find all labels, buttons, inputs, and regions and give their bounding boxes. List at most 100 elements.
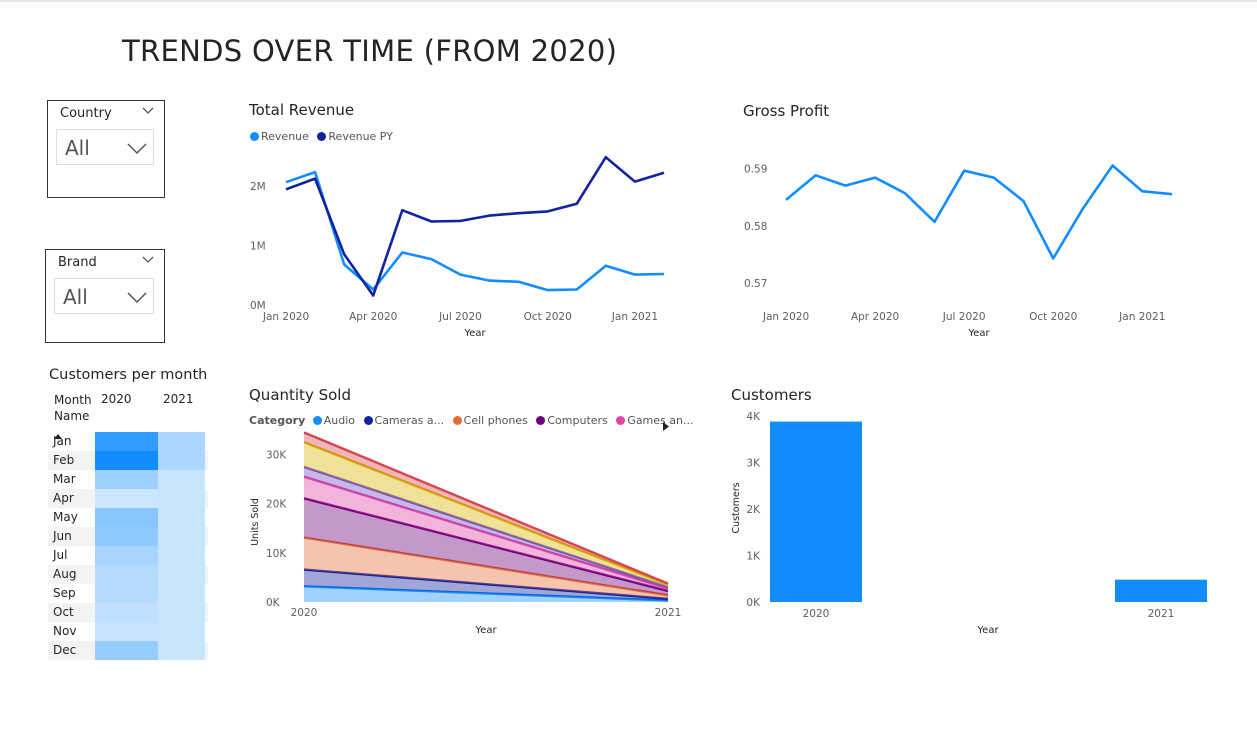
month-label: Jul (53, 548, 68, 562)
table-row[interactable]: Aug (48, 565, 208, 584)
x-axis-title: Year (463, 328, 486, 339)
brand-dropdown-value: All (63, 285, 88, 309)
table-row[interactable]: Feb (48, 451, 208, 470)
area-line-2 (303, 536, 669, 597)
table-row[interactable]: Nov (48, 622, 208, 641)
cell-2020[interactable] (95, 641, 158, 660)
area-line-4 (303, 475, 669, 590)
legend-item-revenue[interactable]: Revenue (250, 130, 309, 143)
x-axis-title: Year (976, 625, 999, 636)
series-line-revenue (285, 170, 665, 292)
page-title: TRENDS OVER TIME (FROM 2020) (122, 34, 618, 68)
row-header[interactable]: Month Name (54, 393, 92, 423)
country-dropdown-value: All (65, 136, 90, 160)
y-tick-label: 3K (746, 458, 761, 470)
area-line-6 (303, 441, 669, 586)
x-tick-label: Jan 2021 (611, 311, 658, 323)
gross-profit-chart: 0.57 0.58 0.59 Jan 2020 Apr 2020 Jul 2020 Oct … (744, 163, 1173, 339)
chevron-down-icon[interactable] (142, 254, 154, 267)
table-row[interactable]: Jul (48, 546, 208, 565)
legend-label: Computers (547, 414, 608, 427)
legend-dot-icon (452, 416, 462, 425)
legend-label: Cameras a... (374, 414, 445, 427)
brand-slicer[interactable]: Brand All (45, 249, 165, 343)
cell-2020[interactable] (95, 603, 158, 622)
legend-item-computers[interactable]: Computers (536, 414, 608, 427)
table-row[interactable]: Jun (48, 527, 208, 546)
cell-2020[interactable] (95, 622, 158, 641)
legend-dot-icon (317, 132, 327, 141)
area-line-7 (303, 431, 669, 585)
y-tick-label: 2K (746, 504, 761, 516)
legend-next-icon[interactable] (663, 416, 669, 435)
cell-2020[interactable] (95, 527, 158, 546)
cell-2020[interactable] (95, 470, 158, 489)
cell-2021[interactable] (158, 489, 205, 508)
y-tick-label: 0.58 (744, 221, 767, 233)
y-tick-label: 0M (250, 300, 266, 312)
cell-2020[interactable] (95, 584, 158, 603)
sort-asc-icon[interactable] (54, 424, 62, 443)
table-row[interactable]: May (48, 508, 208, 527)
cell-2020[interactable] (95, 489, 158, 508)
col-header-2020[interactable]: 2020 (101, 392, 132, 406)
legend-item-revenue-py[interactable]: Revenue PY (317, 130, 393, 143)
x-tick-label: Oct 2020 (1029, 311, 1077, 323)
x-tick-label: Jan 2021 (1118, 311, 1165, 323)
month-label: Aug (53, 567, 77, 581)
month-label: Jan (53, 434, 72, 448)
col-header-2021[interactable]: 2021 (163, 392, 194, 406)
cell-2021[interactable] (158, 641, 205, 660)
y-axis-title: Customers (731, 482, 742, 533)
y-tick-label: 30K (266, 450, 287, 462)
table-row[interactable]: Oct (48, 603, 208, 622)
month-label: Feb (53, 453, 75, 467)
legend-dot-icon (312, 416, 322, 425)
table-row[interactable]: Mar (48, 470, 208, 489)
legend-item-games[interactable]: Games an... (616, 414, 693, 427)
cell-2020[interactable] (95, 546, 158, 565)
cell-2021[interactable] (158, 527, 205, 546)
bar-2021 (1115, 579, 1207, 602)
total-revenue-legend: Revenue Revenue PY (250, 130, 398, 143)
country-dropdown[interactable]: All (56, 129, 154, 165)
y-tick-label: 20K (266, 499, 287, 511)
cell-2020[interactable] (95, 451, 158, 470)
y-tick-label: 0.57 (744, 278, 767, 290)
table-row[interactable]: Sep (48, 584, 208, 603)
table-row[interactable]: Apr (48, 489, 208, 508)
cell-2020[interactable] (95, 508, 158, 527)
cell-2020[interactable] (95, 432, 158, 451)
country-slicer[interactable]: Country All (47, 100, 165, 198)
cell-2021[interactable] (158, 603, 205, 622)
legend-item-cameras[interactable]: Cameras a... (363, 414, 445, 427)
cell-2021[interactable] (158, 546, 205, 565)
table-row[interactable]: Dec (48, 641, 208, 660)
total-revenue-title: Total Revenue (249, 101, 355, 119)
legend-title: Category (249, 414, 306, 427)
x-tick-label: Jan 2020 (762, 311, 809, 323)
legend-label: Audio (323, 414, 356, 427)
x-tick-label: Oct 2020 (524, 311, 572, 323)
x-axis-title: Year (967, 328, 990, 339)
legend-item-audio[interactable]: Audio (312, 414, 356, 427)
legend-item-cell-phones[interactable]: Cell phones (452, 414, 528, 427)
cell-2021[interactable] (158, 451, 205, 470)
brand-dropdown[interactable]: All (54, 278, 154, 314)
month-label: Nov (53, 624, 77, 638)
x-tick-label: 2020 (803, 608, 830, 620)
customers-title: Customers (731, 386, 812, 404)
cell-2021[interactable] (158, 584, 205, 603)
cell-2020[interactable] (95, 565, 158, 584)
cell-2021[interactable] (158, 470, 205, 489)
area-line-1 (303, 568, 669, 601)
chevron-down-icon[interactable] (142, 105, 154, 118)
cell-2021[interactable] (158, 508, 205, 527)
area-line-5 (303, 465, 669, 589)
cell-2021[interactable] (158, 432, 205, 451)
cell-2021[interactable] (158, 622, 205, 641)
cell-2021[interactable] (158, 565, 205, 584)
table-row[interactable]: Jan (48, 432, 208, 451)
quantity-sold-chart: 0K 10K 20K 30K Units Sold 2020 2021 Year (250, 431, 681, 636)
matrix-title: Customers per month (49, 367, 208, 383)
